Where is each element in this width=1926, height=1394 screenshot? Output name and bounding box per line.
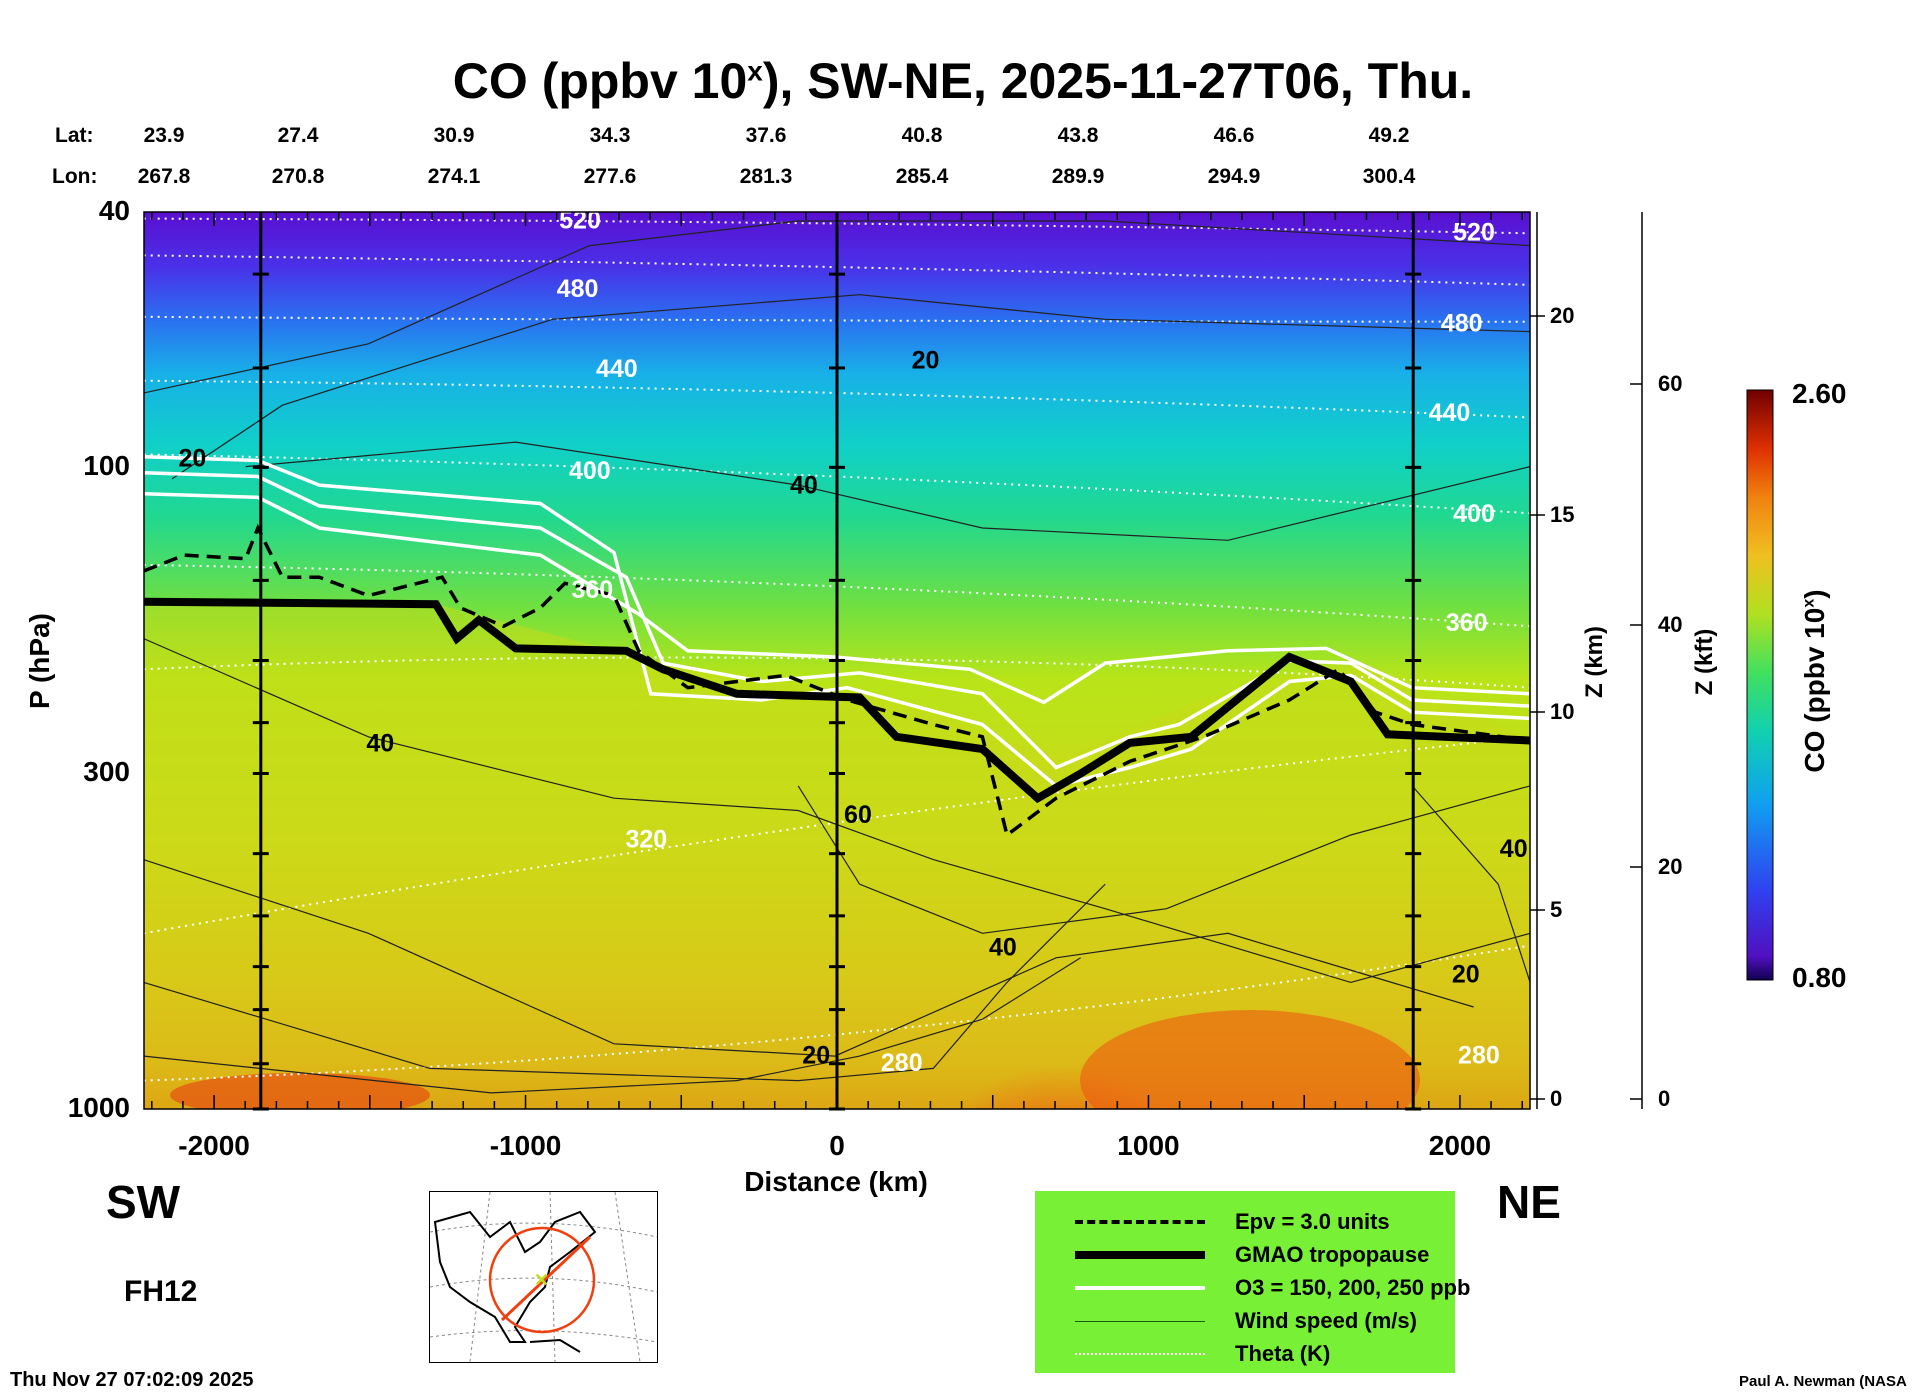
zkft-axis-label: Z (kft) — [1691, 628, 1718, 696]
wind-label: 40 — [1500, 835, 1528, 863]
lat-value: 49.2 — [1368, 124, 1410, 147]
wind-speed-contour — [144, 883, 1106, 1082]
lat-value: 30.9 — [433, 124, 475, 147]
y-tick-label: 1000 — [67, 1092, 130, 1123]
lat-value: 46.6 — [1213, 124, 1255, 147]
wind-speed-contour — [144, 859, 1474, 1057]
zkm-tick-label: 20 — [1550, 303, 1575, 328]
wind-speed-contour — [144, 957, 1081, 1094]
y-tick-label: 300 — [83, 756, 130, 788]
zkft-tick-label: 40 — [1658, 612, 1683, 637]
zkm-tick-label: 5 — [1550, 897, 1563, 922]
legend-item-tropopause: GMAO tropopause — [1075, 1239, 1429, 1271]
y-axis-label: P (hPa) — [24, 613, 55, 709]
zkft-tick-label: 60 — [1658, 371, 1683, 396]
x-tick-label: -2000 — [178, 1130, 250, 1161]
zkm-tick-label: 0 — [1550, 1086, 1563, 1111]
wind-speed-contour — [245, 441, 1530, 541]
wind-label: 40 — [989, 933, 1017, 961]
lon-value: 281.3 — [739, 165, 793, 188]
lon-value: 300.4 — [1362, 165, 1416, 188]
timestamp: Thu Nov 27 07:02:09 2025 — [10, 1369, 254, 1391]
wind-speed-contour — [144, 638, 1530, 984]
o3-contour — [144, 471, 1530, 770]
theta-label: 360 — [571, 576, 613, 604]
zkm-tick-label: 15 — [1550, 502, 1575, 527]
wind-speed-contour — [144, 220, 1530, 394]
lat-value: 43.8 — [1057, 124, 1099, 147]
colorbar-label: CO (ppbv 10x) — [1799, 589, 1830, 773]
zkm-axis-label: Z (km) — [1581, 626, 1608, 698]
location-map: ✕ — [429, 1191, 658, 1363]
theta-label: 400 — [1453, 500, 1495, 528]
theta-label: 520 — [559, 206, 601, 234]
lon-value: 277.6 — [583, 165, 637, 188]
lon-value: 267.8 — [137, 165, 191, 188]
x-tick-label: 1000 — [1117, 1130, 1180, 1161]
direction-ne: NE — [1497, 1176, 1561, 1228]
colorbar — [1746, 389, 1774, 981]
lon-label: Lon: — [52, 165, 98, 188]
wind-label: 40 — [790, 472, 818, 500]
lon-value: 285.4 — [895, 165, 949, 188]
lat-value: 34.3 — [589, 124, 631, 147]
theta-label: 320 — [625, 825, 667, 853]
chart-title: CO (ppbv 10x), SW-NE, 2025-11-27T06, Thu… — [452, 53, 1474, 109]
wind-label: 40 — [366, 730, 394, 758]
map-icon: ✕ — [429, 1191, 658, 1363]
credit: Paul A. Newman (NASA — [1739, 1373, 1907, 1390]
lat-value: 37.6 — [745, 124, 787, 147]
zkm-tick-label: 10 — [1550, 699, 1575, 724]
zkft-tick-label: 20 — [1658, 854, 1683, 879]
legend-item-theta: Theta (K) — [1075, 1338, 1330, 1370]
colorbar-max: 2.60 — [1792, 378, 1847, 409]
zkft-tick-label: 0 — [1658, 1086, 1671, 1111]
theta-label: 280 — [1458, 1041, 1500, 1069]
lat-value: 23.9 — [143, 124, 185, 147]
theta-label: 360 — [1446, 609, 1488, 637]
wind-label: 20 — [1452, 960, 1480, 988]
y-tick-label: 100 — [83, 450, 130, 482]
wind-label: 20 — [802, 1041, 830, 1069]
theta-label: 480 — [1441, 310, 1483, 338]
wind-speed-contour — [171, 294, 1530, 480]
theta-label: 280 — [881, 1049, 923, 1077]
wind-speed-contour — [1411, 785, 1530, 983]
o3-contour — [144, 455, 1530, 788]
forecast-hour: FH12 — [124, 1275, 198, 1308]
lat-value: 27.4 — [277, 124, 319, 147]
legend-item-o3: O3 = 150, 200, 250 ppb — [1075, 1272, 1470, 1304]
legend: Epv = 3.0 units GMAO tropopause O3 = 150… — [1035, 1191, 1470, 1373]
y-tick-label: 40 — [98, 195, 130, 226]
lon-value: 294.9 — [1207, 165, 1261, 188]
lon-value: 274.1 — [427, 165, 481, 188]
wind-label: 20 — [178, 445, 206, 473]
legend-item-wind: Wind speed (m/s) — [1075, 1305, 1417, 1337]
o3-contour — [144, 491, 1530, 705]
theta-label: 440 — [596, 355, 638, 383]
lat-label: Lat: — [55, 124, 94, 147]
lat-value: 40.8 — [901, 124, 943, 147]
wind-label: 60 — [844, 801, 872, 829]
colorbar-min: 0.80 — [1792, 962, 1847, 993]
svg-text:✕: ✕ — [534, 1270, 549, 1290]
theta-label: 480 — [557, 275, 599, 303]
wind-speed-contour — [797, 785, 1530, 934]
lon-value: 289.9 — [1051, 165, 1105, 188]
theta-label: 440 — [1429, 399, 1471, 427]
x-axis-label: Distance (km) — [744, 1166, 928, 1197]
direction-sw: SW — [106, 1176, 181, 1228]
legend-item-epv: Epv = 3.0 units — [1075, 1206, 1390, 1238]
wind-label: 20 — [912, 346, 940, 374]
x-tick-label: 0 — [829, 1130, 845, 1161]
theta-label: 400 — [569, 457, 611, 485]
x-tick-label: 2000 — [1428, 1130, 1492, 1161]
lon-value: 270.8 — [271, 165, 325, 188]
x-tick-label: -1000 — [489, 1130, 562, 1161]
